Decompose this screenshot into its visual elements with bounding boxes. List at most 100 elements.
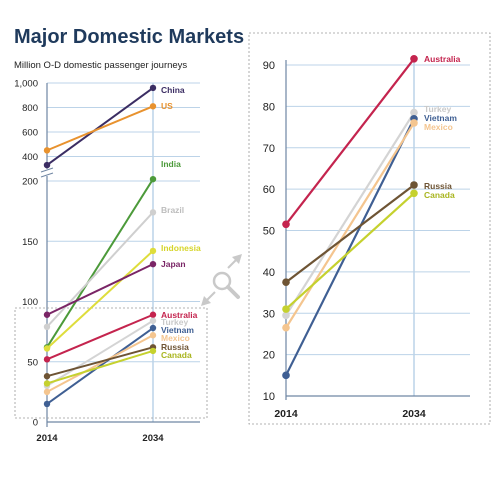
zoom-panel-box bbox=[248, 32, 491, 425]
left-series-label-vietnam: Vietnam bbox=[161, 325, 194, 335]
left-series-line-japan bbox=[46, 263, 154, 316]
left-point-2034-india bbox=[149, 175, 157, 183]
right-y-tick-label: 30 bbox=[263, 308, 275, 320]
zoom-region-box bbox=[14, 307, 208, 419]
right-series-line-turkey bbox=[285, 111, 415, 316]
left-point-2034-us bbox=[149, 103, 157, 110]
left-point-2014-china bbox=[43, 161, 51, 169]
left-point-2034-japan bbox=[149, 260, 157, 268]
right-point-2034-australia bbox=[410, 54, 418, 63]
left-series-line-russia bbox=[46, 346, 154, 378]
left-point-2034-turkey bbox=[149, 317, 157, 324]
page-subtitle: Million O-D domestic passenger journeys bbox=[14, 60, 188, 71]
right-x-tick-label: 2034 bbox=[402, 408, 426, 420]
right-series-line-mexico bbox=[285, 122, 415, 329]
left-point-2014-indonesia bbox=[43, 345, 51, 352]
page-title: Major Domestic Markets bbox=[14, 26, 245, 48]
left-point-2034-indonesia bbox=[149, 247, 157, 255]
magnifier-icon bbox=[212, 271, 232, 291]
left-point-2014-vietnam bbox=[43, 400, 51, 408]
right-y-tick-label: 70 bbox=[263, 143, 275, 155]
right-y-tick-label: 10 bbox=[263, 391, 275, 403]
right-point-2014-australia bbox=[282, 220, 290, 229]
left-series-line-brazil bbox=[46, 211, 154, 328]
right-series-line-australia bbox=[285, 58, 415, 225]
left-point-2034-mexico bbox=[149, 332, 157, 339]
left-series-label-japan: Japan bbox=[161, 259, 186, 269]
right-series-label-mexico: Mexico bbox=[424, 122, 453, 132]
left-y-tick-label: 800 bbox=[22, 103, 38, 114]
left-series-line-india bbox=[46, 178, 154, 348]
left-point-2034-australia bbox=[149, 311, 157, 318]
right-y-tick-label: 60 bbox=[263, 184, 275, 196]
left-series-label-mexico: Mexico bbox=[161, 333, 190, 343]
left-point-2014-canada bbox=[43, 380, 51, 387]
left-series-label-india: India bbox=[161, 159, 181, 169]
left-series-line-turkey bbox=[46, 319, 154, 387]
left-point-2014-russia bbox=[43, 373, 51, 380]
left-y-tick-label: 150 bbox=[22, 237, 38, 248]
right-series-label-turkey: Turkey bbox=[424, 104, 452, 114]
right-y-tick-label: 90 bbox=[263, 60, 275, 72]
right-point-2034-canada bbox=[410, 189, 418, 198]
right-point-2014-canada bbox=[282, 305, 290, 313]
right-point-2034-turkey bbox=[410, 108, 418, 117]
left-series-label-china: China bbox=[161, 85, 185, 95]
left-point-2034-canada bbox=[149, 347, 157, 355]
left-series-label-indonesia: Indonesia bbox=[161, 243, 201, 253]
left-point-2034-china bbox=[149, 84, 157, 92]
right-y-tick-label: 80 bbox=[263, 101, 275, 113]
left-point-2034-brazil bbox=[149, 209, 157, 216]
right-point-2034-russia bbox=[410, 181, 418, 189]
axis-break-mark bbox=[40, 167, 54, 173]
right-y-tick-label: 40 bbox=[263, 267, 275, 279]
right-series-label-canada: Canada bbox=[424, 190, 455, 200]
left-point-2034-vietnam bbox=[149, 324, 157, 332]
right-y-tick-label: 20 bbox=[263, 350, 275, 362]
right-point-2014-turkey bbox=[282, 311, 290, 320]
magnifier-handle bbox=[226, 285, 240, 299]
right-series-line-canada bbox=[285, 192, 415, 310]
left-series-label-australia: Australia bbox=[161, 310, 198, 320]
left-y-tick-label: 600 bbox=[22, 128, 38, 139]
arrow-left-icon-head bbox=[201, 296, 211, 306]
right-series-label-russia: Russia bbox=[424, 181, 452, 191]
axis-break-mark bbox=[40, 172, 54, 178]
left-y-tick-label: 0 bbox=[33, 418, 38, 429]
right-series-line-russia bbox=[285, 184, 415, 284]
right-point-2014-vietnam bbox=[282, 371, 290, 380]
left-point-2014-mexico bbox=[43, 388, 51, 396]
right-point-2014-mexico bbox=[282, 323, 290, 332]
right-y-tick-label: 50 bbox=[263, 226, 275, 238]
left-series-label-brazil: Brazil bbox=[161, 205, 184, 215]
left-series-label-russia: Russia bbox=[161, 342, 189, 352]
left-point-2014-us bbox=[43, 147, 51, 154]
right-point-2014-russia bbox=[282, 278, 290, 287]
left-series-label-canada: Canada bbox=[161, 350, 192, 360]
left-point-2014-brazil bbox=[43, 323, 51, 331]
left-series-line-australia bbox=[46, 313, 154, 361]
left-series-line-us bbox=[46, 105, 154, 152]
left-series-line-canada bbox=[46, 349, 154, 385]
left-series-line-indonesia bbox=[46, 250, 154, 350]
left-point-2014-japan bbox=[43, 311, 51, 318]
left-x-tick-label: 2014 bbox=[36, 433, 58, 444]
left-y-tick-label: 50 bbox=[27, 357, 38, 368]
left-x-tick-label: 2034 bbox=[142, 433, 164, 444]
left-series-line-vietnam bbox=[46, 327, 154, 405]
left-point-2014-australia bbox=[43, 356, 51, 363]
right-series-label-australia: Australia bbox=[424, 54, 461, 64]
right-series-line-vietnam bbox=[285, 118, 415, 376]
right-point-2034-mexico bbox=[410, 119, 418, 127]
left-series-label-turkey: Turkey bbox=[161, 317, 189, 327]
left-y-tick-label: 400 bbox=[22, 152, 38, 163]
left-y-tick-label: 100 bbox=[22, 297, 38, 308]
arrow-right-icon-head bbox=[232, 254, 242, 264]
right-series-label-vietnam: Vietnam bbox=[424, 113, 457, 123]
left-y-tick-label: 200 bbox=[22, 177, 38, 188]
left-y-tick-label: 1,000 bbox=[14, 79, 38, 90]
axis-break-gap bbox=[40, 169, 54, 176]
left-series-line-china bbox=[46, 87, 154, 166]
left-series-line-mexico bbox=[46, 334, 154, 393]
